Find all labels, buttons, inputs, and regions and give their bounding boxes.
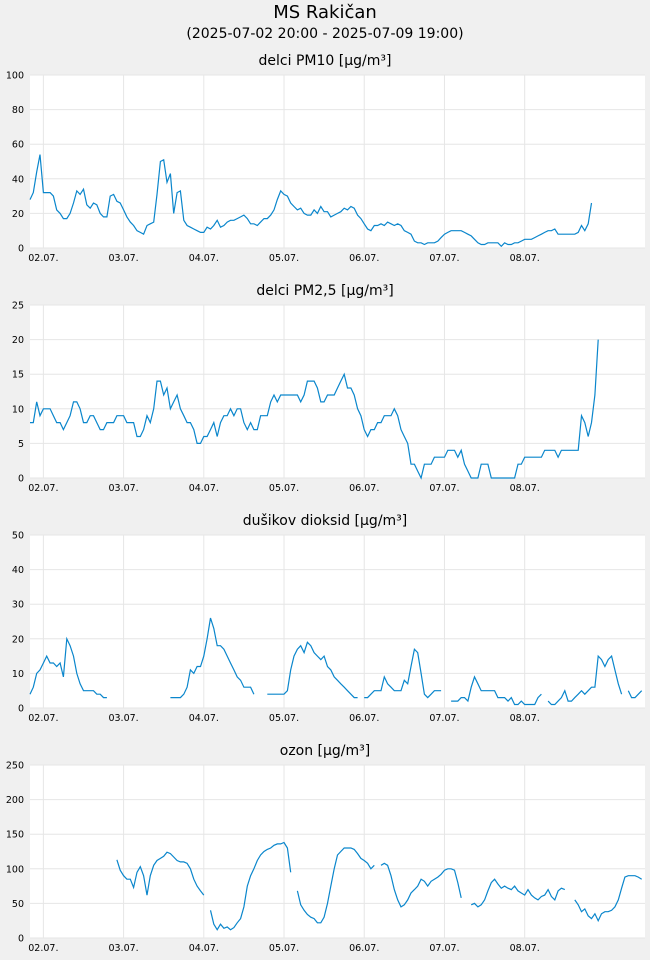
x-tick-label: 04.07. [189, 253, 219, 264]
page-subtitle: (2025-07-02 20:00 - 2025-07-09 19:00) [186, 26, 464, 42]
y-tick-label: 15 [12, 370, 24, 381]
series-line [267, 641, 358, 699]
x-tick-label: 02.07. [28, 253, 58, 264]
series-line [470, 878, 566, 908]
y-tick-label: 40 [12, 565, 24, 576]
series-line [170, 617, 255, 699]
x-tick-label: 07.07. [429, 713, 459, 724]
y-tick-label: 20 [12, 209, 24, 220]
x-tick-label: 08.07. [510, 943, 540, 954]
y-tick-label: 50 [12, 531, 24, 542]
chart-panel-3: dušikov dioksid [µg/m³] 0 10 20 30 40 50 02.07.… [12, 513, 645, 724]
y-tick-label: 200 [6, 795, 24, 806]
chart-title: dušikov dioksid [µg/m³] [243, 513, 408, 529]
y-tick-label: 10 [12, 669, 24, 680]
x-tick-label: 04.07. [189, 713, 219, 724]
x-tick-label: 07.07. [429, 943, 459, 954]
chart-title: delci PM2,5 [µg/m³] [256, 283, 393, 299]
x-tick-label: 08.07. [510, 483, 540, 494]
x-tick-label: 02.07. [28, 483, 58, 494]
x-tick-label: 03.07. [108, 253, 138, 264]
chart-panel-2: delci PM2,5 [µg/m³] 0 5 10 15 20 25 02.07. 03.07… [12, 283, 645, 494]
chart-panel-4: ozon [µg/m³] 0 50 100 150 200 250 02.07. 03.07. 0… [6, 743, 645, 954]
series-line [116, 851, 205, 896]
series-line [380, 862, 462, 908]
x-tick-label: 07.07. [429, 483, 459, 494]
series-line [574, 875, 643, 923]
series-line [296, 847, 375, 924]
y-tick-label: 25 [12, 301, 24, 312]
y-tick-label: 5 [18, 439, 24, 450]
x-tick-label: 08.07. [510, 253, 540, 264]
y-tick-label: 0 [18, 934, 24, 945]
y-tick-label: 0 [18, 474, 24, 485]
y-tick-label: 250 [6, 761, 24, 772]
series-line [209, 841, 292, 931]
x-tick-label: 03.07. [108, 713, 138, 724]
series-line [30, 339, 599, 480]
y-tick-label: 150 [6, 830, 24, 841]
x-tick-label: 02.07. [28, 943, 58, 954]
chart-title: ozon [µg/m³] [280, 743, 371, 759]
x-tick-label: 07.07. [429, 253, 459, 264]
x-tick-label: 04.07. [189, 483, 219, 494]
x-tick-label: 06.07. [349, 713, 379, 724]
x-tick-label: 08.07. [510, 713, 540, 724]
series-line [364, 647, 442, 699]
x-tick-label: 06.07. [349, 943, 379, 954]
plot-area [30, 535, 645, 708]
y-tick-label: 80 [12, 105, 24, 116]
chart-title: delci PM10 [µg/m³] [259, 53, 392, 69]
x-tick-label: 05.07. [269, 483, 299, 494]
y-tick-label: 0 [18, 244, 24, 255]
y-tick-label: 40 [12, 174, 24, 185]
y-tick-label: 100 [6, 864, 24, 875]
x-tick-label: 04.07. [189, 943, 219, 954]
plot-area [30, 765, 645, 938]
y-tick-label: 60 [12, 140, 24, 151]
x-tick-label: 02.07. [28, 713, 58, 724]
y-tick-label: 0 [18, 704, 24, 715]
series-line [627, 690, 643, 699]
y-tick-label: 100 [6, 71, 24, 82]
y-tick-label: 50 [12, 899, 24, 910]
y-tick-label: 20 [12, 634, 24, 645]
x-tick-label: 03.07. [108, 483, 138, 494]
x-tick-label: 06.07. [349, 483, 379, 494]
y-tick-label: 20 [12, 335, 24, 346]
series-line [451, 675, 542, 706]
x-tick-label: 06.07. [349, 253, 379, 264]
x-tick-label: 05.07. [269, 253, 299, 264]
x-tick-label: 05.07. [269, 943, 299, 954]
x-tick-label: 05.07. [269, 713, 299, 724]
chart-panel-1: delci PM10 [µg/m³] 0 20 40 60 80 100 02.07. 03.0… [6, 53, 645, 264]
y-tick-label: 30 [12, 600, 24, 611]
x-tick-label: 03.07. [108, 943, 138, 954]
series-line [29, 636, 107, 699]
plot-area [30, 305, 645, 478]
series-line [547, 654, 623, 706]
page-title: MS Rakičan [273, 2, 377, 23]
plot-area [30, 75, 645, 248]
series-line [29, 154, 593, 248]
y-tick-label: 10 [12, 404, 24, 415]
